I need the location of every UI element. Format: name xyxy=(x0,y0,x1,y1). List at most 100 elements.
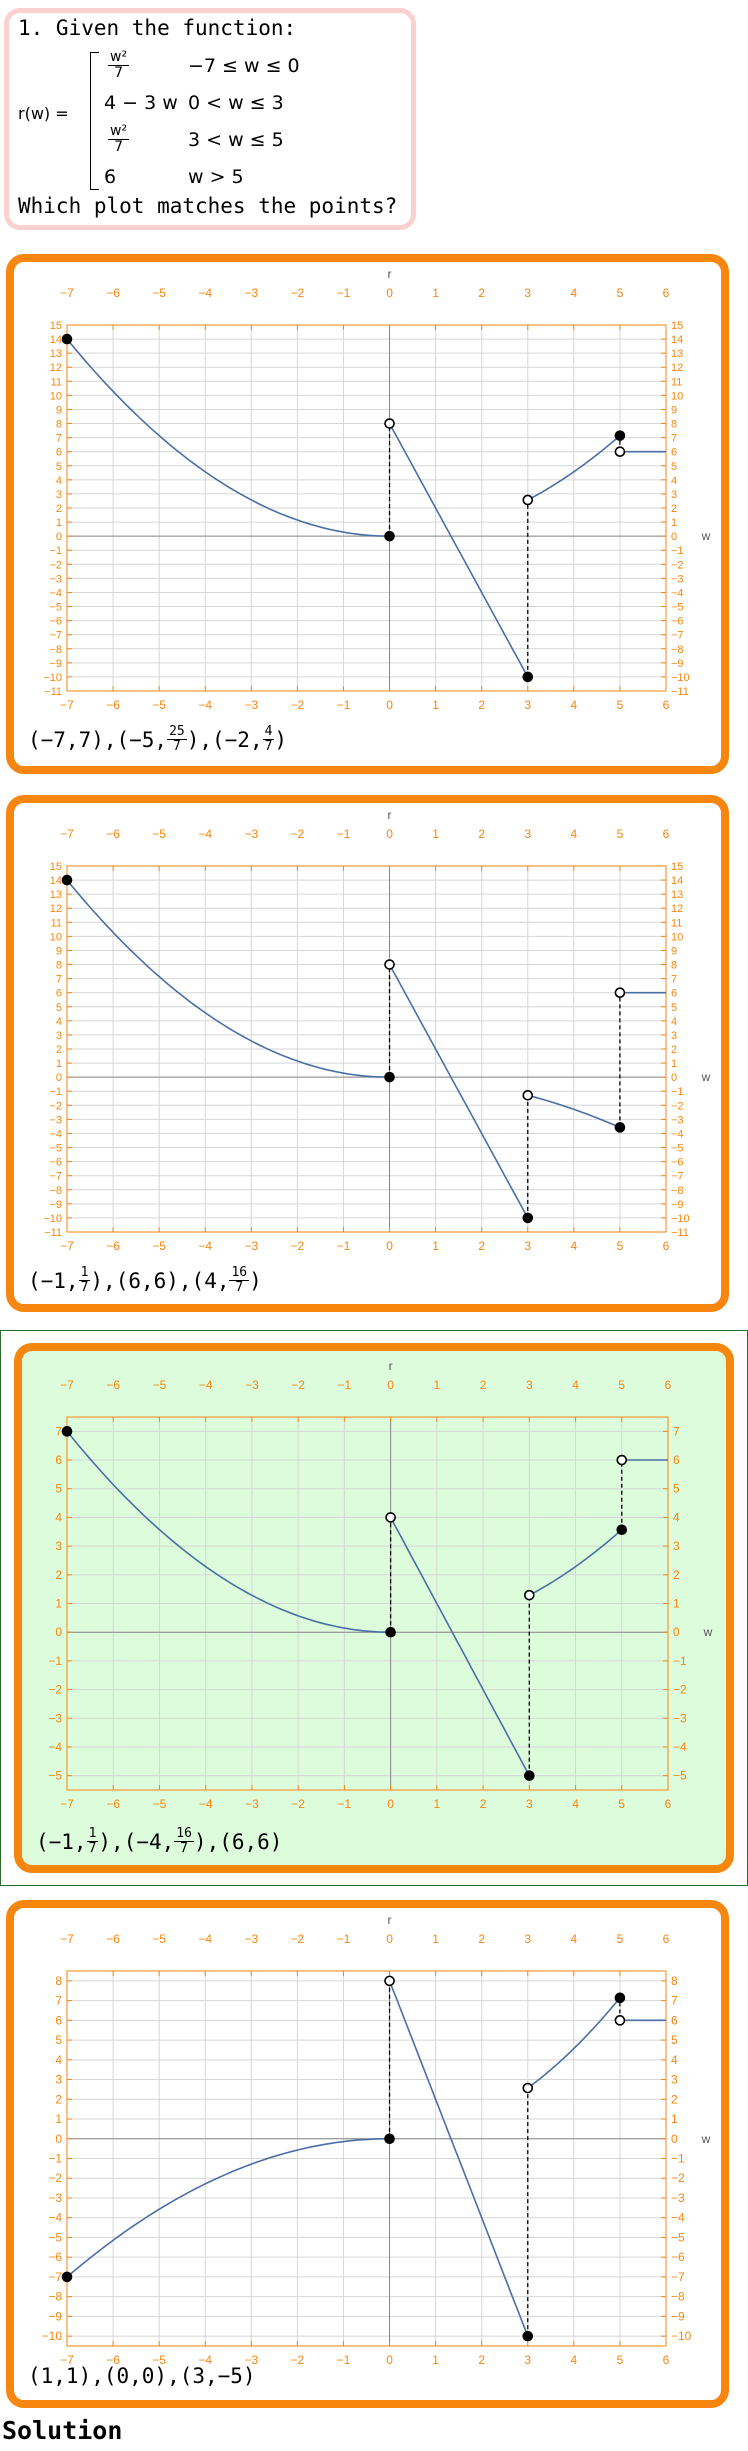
y-axis-label: r xyxy=(388,1913,392,1927)
option-1-chart: −7−7−6−6−5−5−4−4−3−3−2−2−1−1001122334455… xyxy=(43,267,710,712)
open-point xyxy=(384,959,395,970)
y-tick-label-left: 6 xyxy=(55,2013,62,2027)
y-tick-label-right: 11 xyxy=(671,376,682,388)
y-tick-label-right: 5 xyxy=(671,2033,678,2047)
option-1-panel[interactable]: −7 −7 −6 −6 −5 −5 −4 −4 −3 −3 −2 −2 −1 −1 0 0 1 1 2 2 3 3 4 4 5 5… xyxy=(6,254,729,774)
function-curve xyxy=(66,879,390,1078)
x-tick-label-bottom: −3 xyxy=(245,1797,259,1811)
question-box xyxy=(4,8,416,230)
y-tick-label-right: 15 xyxy=(671,320,683,332)
y-tick-label-right: −2 xyxy=(671,559,684,571)
y-tick-label-right: −7 xyxy=(671,630,684,642)
y-tick-label-left: −1 xyxy=(49,1086,62,1098)
x-tick-label-bottom: −5 xyxy=(152,2353,166,2367)
option-1-points: (−7,7),(−5, 25 7),(−2, 4 7) xyxy=(28,725,287,754)
open-point xyxy=(524,1589,535,1601)
y-tick-label-left: −4 xyxy=(48,2211,62,2225)
x-tick-label-bottom: 6 xyxy=(663,2353,670,2367)
y-tick-label-left: −4 xyxy=(49,587,62,599)
x-tick-label-bottom: −4 xyxy=(198,2353,212,2367)
fraction-numerator: 1 xyxy=(86,1826,99,1842)
y-tick-label-left: −2 xyxy=(48,2171,62,2185)
y-tick-label-right: −5 xyxy=(671,1143,684,1155)
y-tick-label-right: 1 xyxy=(671,2112,678,2126)
x-tick-label-top: −4 xyxy=(198,286,212,300)
open-point xyxy=(384,1975,395,1987)
x-tick-label-top: −6 xyxy=(106,827,120,841)
x-tick-label-bottom: 1 xyxy=(432,1239,439,1253)
y-tick-label-left: −10 xyxy=(42,2329,63,2343)
x-tick-label-top: 5 xyxy=(617,1932,624,1946)
x-tick-label-top: −3 xyxy=(244,286,258,300)
y-tick-label-left: 4 xyxy=(56,475,62,487)
x-tick-label-bottom: 3 xyxy=(524,1239,531,1253)
x-tick-label-top: 0 xyxy=(386,827,393,841)
y-tick-label-right: −1 xyxy=(671,545,684,557)
fraction-numerator: 4 xyxy=(262,724,275,740)
x-tick-label-top: −5 xyxy=(152,286,166,300)
fraction-numerator: 1 xyxy=(78,1265,91,1281)
points-text: ),(−4, xyxy=(98,1829,175,1854)
y-tick-label-left: −10 xyxy=(43,1213,62,1225)
x-tick-label-top: 4 xyxy=(571,827,578,841)
function-name: r(w) = xyxy=(18,104,69,123)
points-fraction: 25 7 xyxy=(167,725,187,754)
x-tick-label-bottom: 5 xyxy=(617,1239,624,1253)
fraction-denominator: 7 xyxy=(264,739,273,754)
y-tick-label-right: 8 xyxy=(671,419,677,431)
y-tick-label-right: −8 xyxy=(671,1185,684,1197)
y-tick-label-left: −6 xyxy=(49,1157,62,1169)
y-tick-label-left: 15 xyxy=(50,861,62,873)
points-text: (1,1),(0,0),(3,−5) xyxy=(28,2364,256,2388)
x-axis-label: w xyxy=(701,2132,711,2146)
option-3-points: (−1, 1 7),(−4, 16 7),(6,6) xyxy=(36,1827,282,1856)
y-tick-label-left: 7 xyxy=(55,1424,62,1438)
y-tick-label-left: −3 xyxy=(49,573,62,585)
option-3-chart: −7 −7 −6 −6 −5 −5 −4 −4 −3 −3 −2 −2 −1 −1 0 0 1 1 2 2 3 3 4 4 5 5… xyxy=(48,1359,712,1811)
x-tick-label-top: 4 xyxy=(571,1932,578,1946)
y-tick-label-left: 1 xyxy=(56,517,62,529)
open-point xyxy=(616,1454,628,1466)
x-tick-label-bottom: 2 xyxy=(480,1797,487,1811)
option-4-panel[interactable]: −7 −7 −6 −6 −5 −5 −4 −4 −3 −3 −2 −2 −1 −1 0 0 1 1 2 2 3 3 4 4 5 5… xyxy=(6,1900,729,2408)
y-tick-label-right: −10 xyxy=(671,1213,690,1225)
points-fraction: 16 7 xyxy=(174,1827,194,1856)
x-tick-label-top: −1 xyxy=(338,1378,352,1392)
function-curve xyxy=(66,1430,391,1633)
x-tick-label-top: −2 xyxy=(291,286,305,300)
y-tick-label-right: 14 xyxy=(671,875,683,887)
x-tick-label-top: −1 xyxy=(337,827,351,841)
function-curve xyxy=(388,964,529,1219)
x-tick-label-bottom: −1 xyxy=(337,698,351,712)
y-tick-label-right: −10 xyxy=(671,672,690,684)
function-curve xyxy=(527,1997,621,2089)
y-tick-label-left: 9 xyxy=(56,404,62,416)
y-tick-label-right: 13 xyxy=(671,348,683,360)
points-text: ),(−2, xyxy=(186,727,263,752)
y-tick-label-right: 11 xyxy=(671,917,682,929)
x-tick-label-top: −2 xyxy=(291,1932,305,1946)
y-tick-label-right: −4 xyxy=(673,1740,687,1754)
x-tick-label-bottom: 6 xyxy=(663,1239,670,1253)
y-tick-label-left: −8 xyxy=(49,644,62,656)
x-tick-label-bottom: 1 xyxy=(432,698,439,712)
y-tick-label-left: 6 xyxy=(56,988,62,1000)
option-2-panel[interactable]: −7 −7 −6 −6 −5 −5 −4 −4 −3 −3 −2 −2 −1 −1 0 0 1 1 2 2 3 3 4 4 5 5… xyxy=(6,795,729,1312)
x-tick-label-bottom: −6 xyxy=(106,698,120,712)
option-3-panel[interactable]: −7 −7 −6 −6 −5 −5 −4 −4 −3 −3 −2 −2 −1 −1 0 0 1 1 2 2 3 3 4 4 5 5… xyxy=(14,1343,734,1873)
y-tick-label-left: 4 xyxy=(55,1510,62,1524)
x-tick-label-top: −1 xyxy=(337,1932,351,1946)
x-tick-label-bottom: −7 xyxy=(60,1797,74,1811)
question-prompt: 1. Given the function: xyxy=(18,16,297,40)
y-tick-label-right: 0 xyxy=(673,1625,680,1639)
piece-2-condition: 0 < w ≤ 3 xyxy=(188,92,284,114)
y-tick-label-right: 2 xyxy=(671,1044,677,1056)
question-ask: Which plot matches the points? xyxy=(18,194,398,218)
y-tick-label-right: 4 xyxy=(671,2053,678,2067)
y-tick-label-left: −11 xyxy=(44,686,62,698)
y-tick-label-left: 2 xyxy=(55,1568,62,1582)
x-tick-label-top: 6 xyxy=(663,827,670,841)
y-tick-label-left: −7 xyxy=(49,630,62,642)
y-tick-label-left: 1 xyxy=(55,1597,62,1611)
y-tick-label-left: 10 xyxy=(50,390,62,402)
